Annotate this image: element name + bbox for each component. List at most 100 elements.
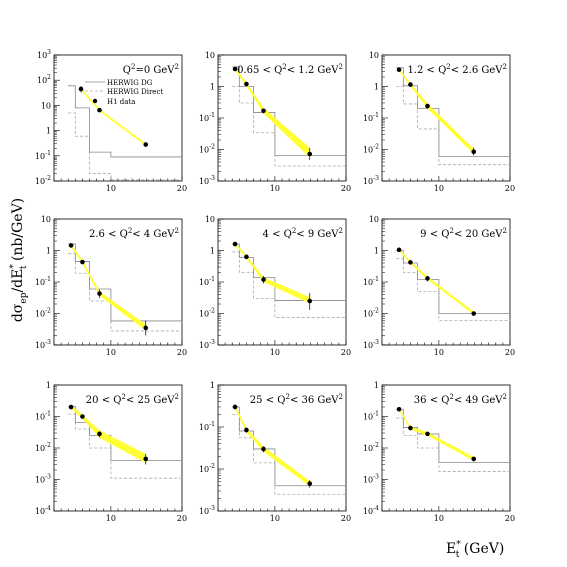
- uncertainty-band: [235, 67, 310, 158]
- x-tick-label: 20: [177, 514, 187, 523]
- data-point: [97, 107, 102, 113]
- y-tick-label: 10: [369, 215, 379, 224]
- x-tick-label: 20: [505, 514, 515, 523]
- herwig-direct-histogram: [396, 86, 510, 166]
- herwig-dg-histogram: [68, 243, 182, 322]
- uncertainty-band: [81, 87, 146, 146]
- y-tick-label: 10-3: [363, 175, 379, 186]
- q2-range-label: 4 < Q2< 9 GeV2: [263, 227, 343, 240]
- data-point: [232, 404, 238, 410]
- x-tick-label: 20: [341, 184, 351, 193]
- q2-range-label: 1.2 < Q2< 2.6 GeV2: [407, 63, 507, 76]
- y-tick-label: 10-3: [199, 505, 215, 516]
- data-point: [143, 325, 149, 331]
- legend-data-label: H1 data: [107, 98, 135, 106]
- y-tick-label: 1: [210, 83, 215, 92]
- data-point: [143, 142, 149, 147]
- data-point: [232, 241, 238, 247]
- y-tick-label: 10-1: [35, 276, 51, 287]
- data-point: [408, 260, 413, 265]
- panel-4: 10 20 10-3 10-2 10-1 1 10 2.6 < Q2< 4 GeV2: [35, 215, 187, 357]
- herwig-dg-histogram: [396, 67, 510, 157]
- q2-range-label: 25 < Q2< 36 GeV2: [250, 393, 343, 406]
- data-point: [232, 66, 238, 72]
- herwig-dg-histogram: [232, 406, 346, 487]
- x-tick-label: 10: [270, 348, 280, 357]
- x-tick-label: 10: [434, 514, 444, 523]
- panel-8: 10 20 10-3 10-2 10-1 1 25 < Q2< 36 GeV2: [199, 381, 351, 523]
- data-point: [97, 291, 102, 296]
- uncertainty-band: [399, 407, 474, 461]
- data-point: [396, 247, 402, 253]
- data-point: [425, 103, 430, 109]
- x-tick-label: 20: [341, 514, 351, 523]
- data-point: [307, 151, 313, 157]
- legend-data-marker: [92, 98, 98, 104]
- y-tick-label: 10-1: [35, 150, 51, 161]
- y-tick-label: 102: [37, 74, 51, 85]
- y-tick-label: 10-3: [199, 175, 215, 186]
- x-tick-label: 10: [106, 514, 116, 523]
- y-tick-label: 10-3: [363, 339, 379, 350]
- x-tick-label: 20: [505, 184, 515, 193]
- x-tick-label: 10: [270, 514, 280, 523]
- x-tick-label: 10: [106, 348, 116, 357]
- y-tick-label: 10-1: [363, 276, 379, 287]
- y-tick-label: 10-1: [363, 411, 379, 422]
- data-point: [471, 311, 477, 316]
- y-tick-label: 10-2: [199, 144, 215, 155]
- panel-9: 10 20 10-4 10-3 10-2 10-1 1 36 < Q2< 49 GeV2: [363, 381, 515, 523]
- herwig-dg-histogram: [396, 250, 510, 314]
- herwig-dg-histogram: [68, 85, 182, 158]
- q2-range-label: 20 < Q2< 25 GeV2: [86, 393, 179, 406]
- y-tick-label: 10-3: [35, 339, 51, 350]
- y-tick-label: 10: [369, 51, 379, 60]
- x-tick-label: 10: [434, 184, 444, 193]
- uncertainty-band: [71, 405, 146, 463]
- x-tick-label: 10: [434, 348, 444, 357]
- y-tick-label: 10-2: [35, 442, 51, 453]
- y-tick-label: 10-2: [363, 442, 379, 453]
- data-point: [244, 427, 249, 433]
- panel-6: 10 20 10-3 10-2 10-1 1 10 9 < Q2< 20 GeV2: [363, 215, 515, 357]
- y-tick-label: 1: [374, 83, 379, 92]
- q2-range-label: 9 < Q2< 20 GeV2: [420, 227, 507, 240]
- panel-5: 10 20 10-3 10-2 10-1 1 10 4 < Q2< 9 GeV2: [199, 215, 351, 357]
- y-tick-label: 10-2: [199, 308, 215, 319]
- uncertainty-band: [399, 68, 474, 154]
- data-point: [244, 81, 249, 87]
- y-tick-label: 10: [205, 215, 215, 224]
- uncertainty-band: [235, 242, 310, 304]
- y-tick-label: 103: [37, 49, 51, 60]
- x-tick-label: 20: [177, 348, 187, 357]
- data-point: [425, 431, 430, 437]
- herwig-direct-histogram: [68, 413, 182, 479]
- panel-3: 10 20 10-3 10-2 10-1 1 10 1.2 < Q2< 2.6 GeV2: [363, 51, 515, 193]
- uncertainty-band: [399, 248, 474, 315]
- y-tick-label: 10-1: [199, 421, 215, 432]
- herwig-direct-histogram: [232, 86, 346, 167]
- data-point: [396, 67, 402, 73]
- y-tick-label: 10-2: [363, 144, 379, 155]
- uncertainty-band: [71, 243, 146, 331]
- y-axis-title: dσep/dE*t (nb/GeV): [9, 198, 29, 322]
- data-point: [425, 276, 430, 281]
- y-tick-label: 1: [46, 381, 51, 390]
- y-tick-label: 1: [374, 247, 379, 256]
- data-point: [408, 425, 413, 431]
- herwig-dg-histogram: [396, 408, 510, 463]
- data-point: [68, 404, 74, 410]
- data-point: [80, 414, 85, 419]
- herwig-direct-histogram: [396, 417, 510, 472]
- legend-direct-label: HERWIG Direct: [107, 88, 163, 96]
- y-tick-label: 10: [41, 215, 51, 224]
- herwig-direct-histogram: [396, 258, 510, 321]
- x-tick-label: 10: [270, 184, 280, 193]
- herwig-dg-histogram: [68, 405, 182, 461]
- y-tick-label: 10-1: [363, 112, 379, 123]
- data-point: [78, 86, 84, 92]
- y-tick-label: 10-3: [35, 474, 51, 485]
- data-point: [261, 108, 266, 114]
